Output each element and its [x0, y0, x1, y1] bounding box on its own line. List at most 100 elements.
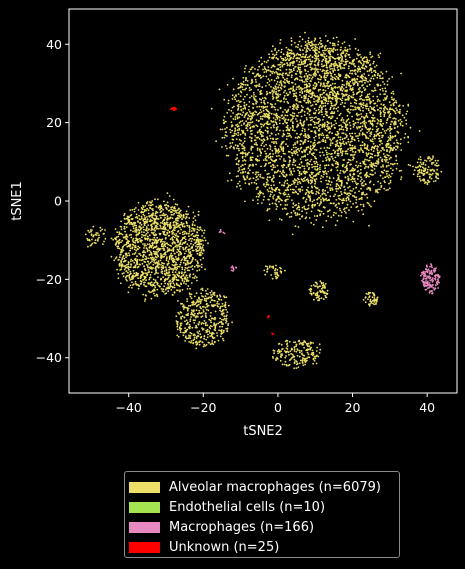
data-point: [325, 164, 328, 167]
data-point: [266, 173, 269, 176]
data-point: [117, 277, 120, 280]
data-point: [324, 44, 327, 47]
data-point: [326, 40, 329, 42]
data-point: [181, 272, 183, 275]
data-point: [322, 176, 324, 178]
data-point: [254, 99, 256, 101]
data-point: [291, 70, 293, 73]
data-point: [330, 139, 333, 142]
data-point: [293, 108, 295, 110]
data-point: [235, 114, 238, 116]
data-point: [274, 114, 277, 116]
data-point: [179, 289, 181, 291]
data-point: [268, 116, 271, 119]
data-point: [392, 169, 394, 172]
data-point: [130, 233, 133, 236]
data-point: [371, 128, 374, 131]
data-point: [237, 112, 240, 115]
data-point: [273, 194, 275, 197]
data-point: [324, 170, 327, 173]
data-point: [431, 172, 434, 175]
data-point: [271, 168, 274, 171]
data-point: [305, 58, 308, 61]
data-point: [352, 60, 354, 63]
data-point: [180, 275, 183, 278]
data-point: [280, 155, 283, 158]
data-point: [395, 101, 398, 104]
data-point: [273, 79, 276, 82]
data-point: [353, 101, 356, 104]
data-point: [144, 300, 146, 302]
data-point: [314, 82, 316, 84]
data-point: [276, 164, 279, 167]
data-point: [352, 202, 354, 205]
data-point: [187, 205, 190, 208]
data-point: [188, 266, 190, 269]
data-point: [296, 57, 298, 60]
data-point: [382, 90, 384, 92]
data-point: [274, 147, 276, 150]
data-point: [258, 111, 261, 114]
data-point: [166, 264, 169, 266]
data-point: [276, 126, 279, 128]
data-point: [352, 178, 355, 181]
data-point: [276, 137, 279, 140]
data-point: [295, 97, 298, 100]
data-point: [433, 169, 435, 172]
data-point: [242, 80, 245, 83]
data-point: [350, 153, 353, 156]
data-point: [241, 144, 244, 147]
data-point: [255, 74, 258, 77]
data-point: [318, 97, 321, 100]
data-point: [166, 221, 169, 224]
data-point: [275, 142, 278, 145]
data-point: [329, 106, 332, 109]
data-point: [160, 227, 163, 230]
data-point: [249, 118, 252, 121]
data-point: [284, 118, 287, 121]
data-point: [311, 91, 314, 94]
data-point: [323, 72, 326, 75]
data-point: [296, 193, 299, 195]
data-point: [188, 239, 190, 242]
data-point: [427, 179, 429, 182]
data-point: [151, 241, 154, 244]
data-point: [150, 281, 153, 284]
data-point: [230, 115, 232, 118]
data-point: [300, 59, 302, 61]
data-point: [300, 115, 303, 118]
data-point: [338, 197, 340, 200]
data-point: [299, 86, 302, 89]
data-point: [174, 245, 177, 248]
data-point: [326, 102, 329, 105]
data-point: [334, 86, 337, 89]
data-point: [152, 283, 155, 286]
data-point: [274, 108, 277, 111]
data-point: [308, 151, 311, 154]
data-point: [265, 152, 267, 155]
data-point: [325, 70, 328, 73]
data-point: [351, 115, 353, 118]
data-point: [357, 209, 360, 212]
data-point: [271, 89, 274, 92]
data-point: [289, 174, 291, 176]
data-point: [352, 156, 355, 159]
data-point: [181, 218, 183, 220]
data-point: [242, 88, 244, 91]
data-point: [311, 179, 314, 182]
data-point: [327, 116, 330, 119]
data-point: [188, 235, 190, 238]
data-point: [342, 121, 345, 124]
data-point: [172, 198, 175, 201]
data-point: [307, 70, 309, 73]
data-point: [201, 239, 203, 241]
data-point: [377, 188, 379, 191]
data-point: [311, 163, 313, 166]
data-point: [386, 154, 389, 156]
data-point: [173, 226, 176, 229]
data-point: [328, 91, 331, 94]
data-point: [266, 132, 269, 134]
data-point: [246, 129, 249, 132]
data-point: [183, 269, 186, 271]
data-point: [384, 106, 386, 109]
